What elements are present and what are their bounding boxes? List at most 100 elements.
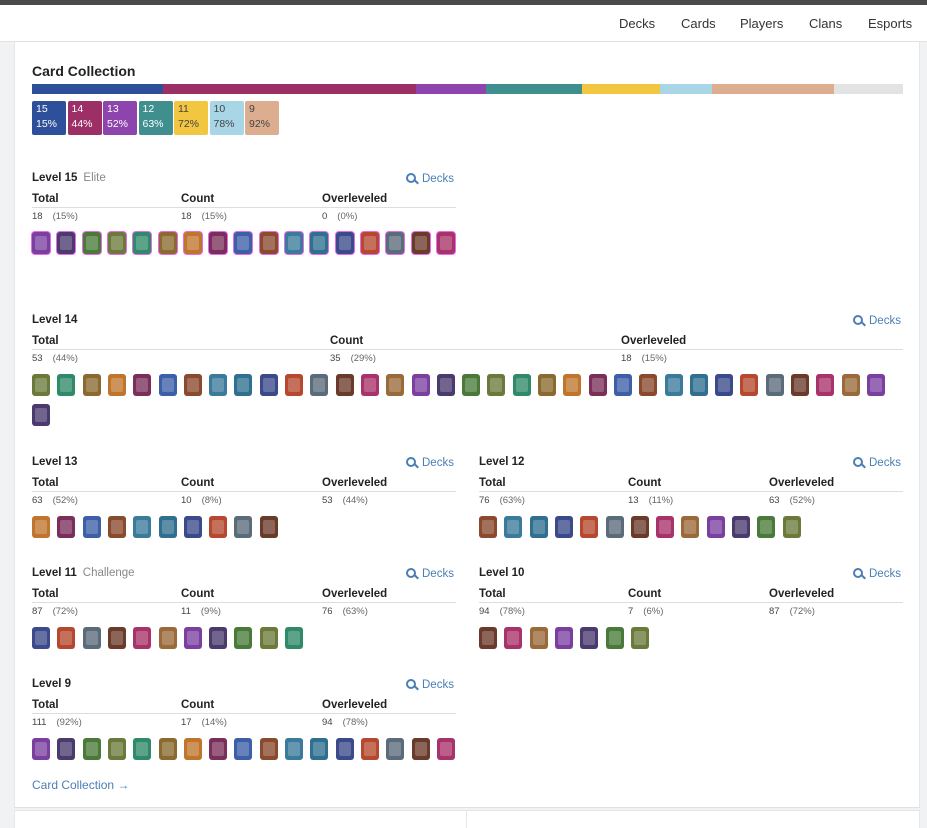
nav-cards[interactable]: Cards (681, 16, 716, 31)
card-icon[interactable] (689, 374, 708, 396)
card-icon[interactable] (411, 232, 430, 254)
card-icon[interactable] (158, 232, 177, 254)
card-icon[interactable] (386, 232, 405, 254)
card-icon[interactable] (335, 738, 354, 760)
card-icon[interactable] (158, 627, 177, 649)
card-icon[interactable] (209, 232, 228, 254)
card-icon[interactable] (82, 738, 101, 760)
card-icon[interactable] (133, 516, 152, 538)
card-icon[interactable] (630, 627, 649, 649)
nav-decks[interactable]: Decks (619, 16, 656, 31)
card-icon[interactable] (639, 374, 658, 396)
card-icon[interactable] (57, 516, 76, 538)
card-icon[interactable] (133, 738, 152, 760)
card-icon[interactable] (436, 738, 455, 760)
card-icon[interactable] (32, 627, 50, 649)
card-collection-link[interactable]: Card Collection → (32, 778, 130, 792)
card-icon[interactable] (285, 627, 303, 649)
card-icon[interactable] (841, 374, 860, 396)
card-icon[interactable] (630, 516, 649, 538)
card-icon[interactable] (479, 516, 497, 538)
card-icon[interactable] (411, 738, 430, 760)
card-icon[interactable] (580, 627, 599, 649)
level-badge-9[interactable]: 9 92% (245, 101, 279, 135)
card-icon[interactable] (681, 516, 700, 538)
card-icon[interactable] (335, 374, 354, 396)
card-icon[interactable] (563, 374, 582, 396)
card-icon[interactable] (57, 738, 76, 760)
card-icon[interactable] (32, 738, 50, 760)
card-icon[interactable] (82, 374, 101, 396)
card-icon[interactable] (209, 374, 228, 396)
nav-players[interactable]: Players (740, 16, 784, 31)
card-icon[interactable] (32, 374, 50, 396)
card-icon[interactable] (386, 738, 405, 760)
card-icon[interactable] (32, 404, 50, 426)
card-icon[interactable] (605, 516, 624, 538)
card-icon[interactable] (183, 627, 202, 649)
level-badge-11[interactable]: 11 72% (174, 101, 208, 135)
card-icon[interactable] (310, 232, 329, 254)
card-icon[interactable] (554, 516, 573, 538)
card-icon[interactable] (504, 627, 523, 649)
card-icon[interactable] (32, 232, 50, 254)
card-icon[interactable] (183, 232, 202, 254)
card-icon[interactable] (183, 516, 202, 538)
card-icon[interactable] (259, 627, 278, 649)
card-icon[interactable] (732, 516, 750, 538)
level-badge-13[interactable]: 13 52% (103, 101, 137, 135)
card-icon[interactable] (82, 627, 101, 649)
card-icon[interactable] (757, 516, 776, 538)
level-badge-12[interactable]: 12 63% (138, 101, 173, 135)
card-icon[interactable] (107, 232, 126, 254)
card-icon[interactable] (512, 374, 531, 396)
card-icon[interactable] (538, 374, 556, 396)
card-icon[interactable] (504, 516, 523, 538)
card-icon[interactable] (259, 516, 278, 538)
card-icon[interactable] (107, 627, 126, 649)
card-icon[interactable] (234, 516, 253, 538)
card-icon[interactable] (234, 738, 253, 760)
card-icon[interactable] (158, 374, 177, 396)
card-icon[interactable] (664, 374, 683, 396)
card-icon[interactable] (285, 738, 303, 760)
card-icon[interactable] (479, 627, 497, 649)
card-icon[interactable] (234, 232, 253, 254)
nav-clans[interactable]: Clans (809, 16, 843, 31)
card-icon[interactable] (234, 374, 253, 396)
card-icon[interactable] (588, 374, 607, 396)
card-icon[interactable] (462, 374, 481, 396)
card-icon[interactable] (107, 738, 126, 760)
level-badge-15[interactable]: 15 15% (32, 101, 66, 135)
card-icon[interactable] (209, 516, 228, 538)
card-icon[interactable] (656, 516, 675, 538)
card-icon[interactable] (436, 374, 455, 396)
card-icon[interactable] (57, 627, 76, 649)
card-icon[interactable] (613, 374, 632, 396)
card-icon[interactable] (765, 374, 784, 396)
decks-link[interactable]: Decks (406, 568, 454, 580)
decks-link[interactable]: Decks (406, 173, 454, 185)
card-icon[interactable] (32, 516, 50, 538)
card-icon[interactable] (259, 738, 278, 760)
card-icon[interactable] (791, 374, 809, 396)
card-icon[interactable] (740, 374, 759, 396)
card-icon[interactable] (816, 374, 835, 396)
card-icon[interactable] (529, 627, 548, 649)
card-icon[interactable] (158, 738, 177, 760)
card-icon[interactable] (133, 627, 152, 649)
card-icon[interactable] (209, 627, 228, 649)
card-icon[interactable] (310, 374, 329, 396)
card-icon[interactable] (411, 374, 430, 396)
card-icon[interactable] (866, 374, 885, 396)
card-icon[interactable] (158, 516, 177, 538)
decks-link[interactable]: Decks (406, 457, 454, 469)
card-icon[interactable] (82, 232, 101, 254)
card-icon[interactable] (285, 374, 303, 396)
card-icon[interactable] (57, 232, 76, 254)
card-icon[interactable] (259, 374, 278, 396)
nav-esports[interactable]: Esports (868, 16, 913, 31)
card-icon[interactable] (715, 374, 734, 396)
card-icon[interactable] (554, 627, 573, 649)
card-icon[interactable] (234, 627, 253, 649)
